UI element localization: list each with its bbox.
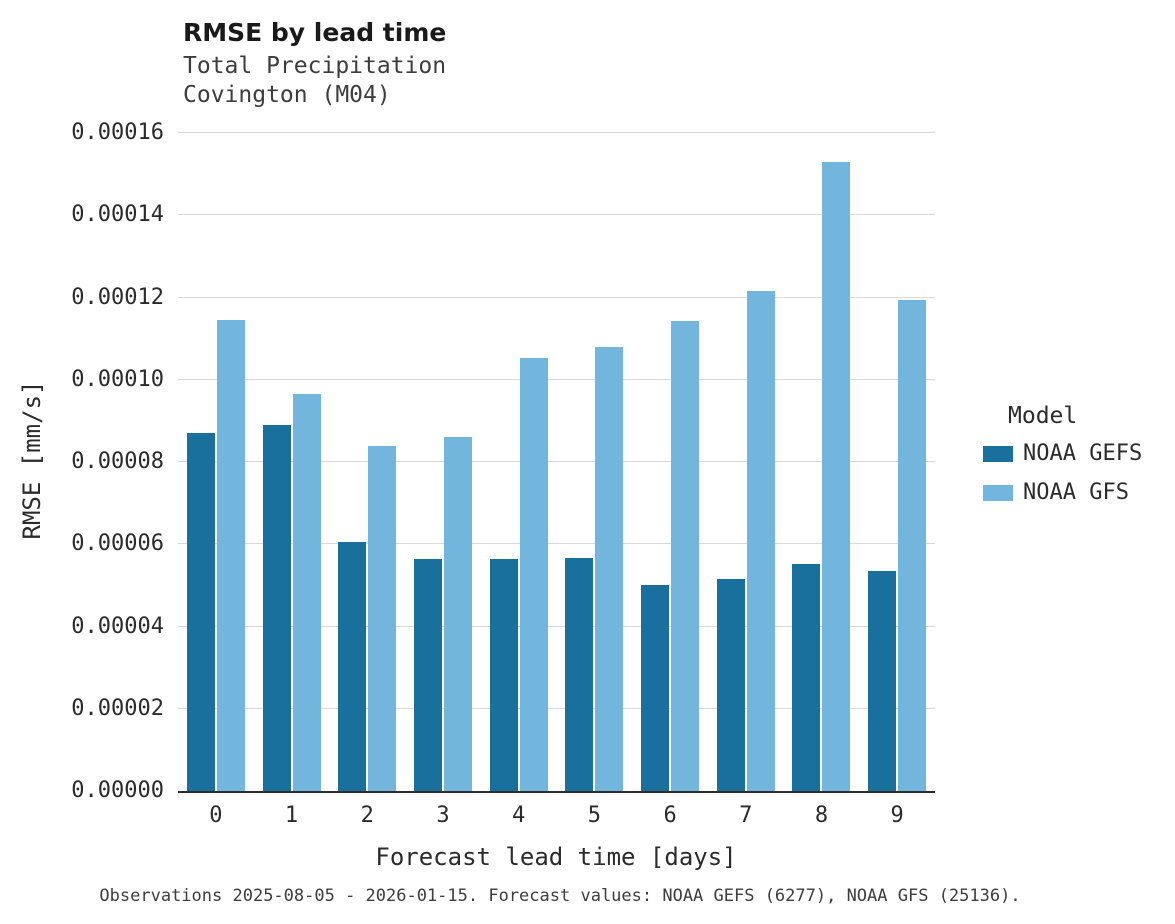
bar-noaa-gfs-lead-9 [898,299,927,791]
bar-noaa-gefs-lead-4 [489,558,518,791]
legend-item-noaa-gefs: NOAA GEFS [983,441,1142,466]
gridline [178,543,935,545]
bar-noaa-gefs-lead-8 [792,564,821,791]
x-tick-label: 8 [814,803,829,828]
legend-item-noaa-gfs: NOAA GFS [983,480,1142,505]
legend-items: NOAA GEFS NOAA GFS [983,441,1142,505]
legend: Model NOAA GEFS NOAA GFS [983,403,1142,519]
y-tick-label: 0.00000 [71,778,164,803]
y-tick-label: 0.00016 [71,120,164,145]
bar-group-lead-7 [708,133,784,791]
bar-noaa-gefs-lead-7 [716,579,745,791]
x-tick-label: 4 [512,803,526,828]
bar-noaa-gfs-lead-1 [292,394,321,791]
bar-group-lead-0 [178,133,254,791]
bar-group-lead-6 [632,133,708,791]
chart-caption: Observations 2025-08-05 - 2026-01-15. Fo… [99,886,1021,906]
y-tick-label: 0.00002 [71,695,164,721]
bar-noaa-gefs-lead-5 [565,557,594,791]
bar-group-lead-9 [859,133,935,791]
legend-title: Model [1008,403,1078,429]
bar-noaa-gfs-lead-7 [746,291,775,791]
x-axis-tick-labels: 0 1 2 3 4 5 6 7 8 9 [178,803,935,828]
bar-noaa-gefs-lead-1 [262,425,291,791]
x-tick-label: 2 [360,803,374,828]
plot-area [178,132,935,793]
bar-noaa-gefs-lead-6 [641,584,670,791]
bar-group-lead-4 [481,133,557,791]
bar-group-lead-1 [254,133,330,791]
x-tick-label: 3 [436,803,450,828]
gridline [178,132,935,133]
bar-noaa-gfs-lead-0 [216,320,245,791]
chart-subtitle-variable: Total Precipitation [183,53,447,79]
legend-label: NOAA GFS [1023,480,1129,505]
bar-group-lead-8 [784,133,860,791]
gridline [178,214,935,216]
y-tick-label: 0.00006 [71,531,164,557]
bar-noaa-gfs-lead-6 [671,321,700,791]
gridline [178,625,935,627]
bar-noaa-gfs-lead-8 [822,161,851,791]
bar-group-lead-3 [405,133,481,791]
legend-label: NOAA GEFS [1023,441,1143,466]
x-tick-label: 7 [739,803,753,828]
bar-group-lead-5 [557,133,633,791]
y-axis-tick-labels: 0.00000 0.00002 0.00004 0.00006 0.00008 0.000… [0,120,164,803]
gridline [178,707,935,709]
bar-noaa-gfs-lead-3 [443,436,472,791]
legend-swatch [983,445,1013,462]
y-tick-label: 0.00014 [71,202,164,228]
chart-subtitle-station: Covington (M04) [183,82,391,108]
x-tick-label: 0 [209,803,223,828]
y-tick-label: 0.00012 [71,284,164,310]
x-tick-label: 1 [284,803,299,828]
chart-title: RMSE by lead time [183,18,447,47]
bar-noaa-gefs-lead-9 [868,570,897,791]
bar-group-lead-2 [329,133,405,791]
gridline [178,378,935,380]
gridline [178,296,935,298]
y-tick-label: 0.00004 [71,613,164,639]
bar-noaa-gfs-lead-5 [595,346,624,791]
bar-noaa-gefs-lead-0 [186,433,215,791]
y-tick-label: 0.00008 [71,449,164,474]
legend-swatch [983,484,1013,501]
bar-noaa-gefs-lead-2 [338,542,367,791]
x-axis-label: Forecast lead time [days] [375,843,737,871]
bar-noaa-gefs-lead-3 [413,558,442,791]
x-tick-label: 5 [587,803,601,828]
bar-noaa-gfs-lead-4 [519,358,548,791]
x-tick-label: 6 [663,803,677,828]
bar-noaa-gfs-lead-2 [368,445,397,791]
gridline [178,461,935,462]
y-tick-label: 0.00010 [71,366,164,392]
x-tick-label: 9 [890,803,904,828]
